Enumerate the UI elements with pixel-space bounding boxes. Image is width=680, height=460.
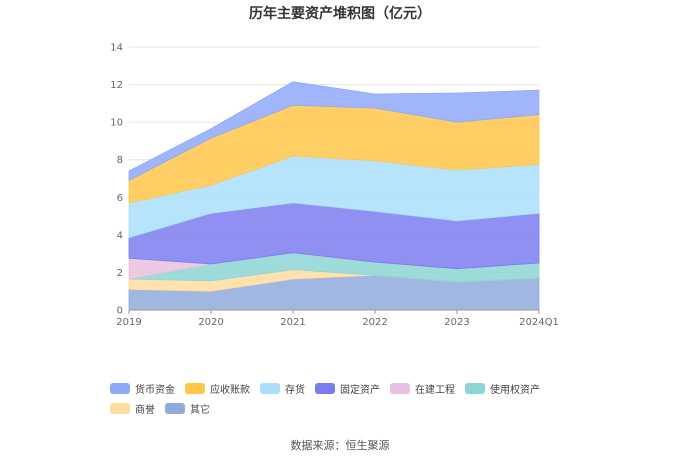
x-tick-label: 2024Q1 xyxy=(519,317,559,328)
legend-item[interactable]: 货币资金 xyxy=(110,378,175,398)
x-tick-label: 2020 xyxy=(198,317,223,328)
legend-label: 货币资金 xyxy=(135,384,175,396)
y-tick-label: 4 xyxy=(117,230,123,241)
chart-title: 历年主要资产堆积图（亿元） xyxy=(249,6,431,22)
legend-label: 固定资产 xyxy=(340,384,380,396)
axis-layer: 0 2 4 6 8 10 12 14 2019 2020 2021 2022 2023 2024Q1 xyxy=(110,43,559,329)
y-tick-label: 8 xyxy=(117,155,123,166)
y-tick-label: 14 xyxy=(110,43,123,54)
area-货币资金 xyxy=(128,81,540,182)
y-tick-label: 0 xyxy=(117,306,123,317)
legend-label: 商誉 xyxy=(135,404,155,416)
legend-swatch xyxy=(390,382,410,394)
area-layer xyxy=(128,81,540,311)
legend-item[interactable]: 在建工程 xyxy=(390,378,455,398)
data-source-note: 数据来源：恒生聚源 xyxy=(290,439,390,452)
legend-item[interactable]: 固定资产 xyxy=(315,378,380,398)
legend-label: 应收账款 xyxy=(210,384,250,396)
y-tick-label: 2 xyxy=(117,268,123,279)
legend-label: 使用权资产 xyxy=(490,384,540,396)
legend-label: 其它 xyxy=(190,404,210,416)
legend-label: 存货 xyxy=(285,384,305,396)
x-tick-label: 2019 xyxy=(116,317,141,328)
legend-label: 在建工程 xyxy=(415,384,455,396)
legend-item[interactable]: 使用权资产 xyxy=(465,378,540,398)
legend-item[interactable]: 商誉 xyxy=(110,398,155,418)
legend-item[interactable]: 存货 xyxy=(260,378,305,398)
legend-swatch xyxy=(165,402,185,414)
y-tick-label: 6 xyxy=(117,193,123,204)
x-tick-label: 2023 xyxy=(444,317,469,328)
legend-swatch xyxy=(465,382,485,394)
legend: 货币资金 应收账款 存货 固定资产 在建工程 使用权资产商誉 其它 xyxy=(110,378,590,418)
legend-swatch xyxy=(315,382,335,394)
legend-swatch xyxy=(260,382,280,394)
legend-swatch xyxy=(110,382,130,394)
legend-item[interactable]: 其它 xyxy=(165,398,210,418)
y-tick-label: 10 xyxy=(110,118,123,129)
x-tick-label: 2021 xyxy=(280,317,305,328)
x-tick-label: 2022 xyxy=(362,317,387,328)
y-tick-label: 12 xyxy=(110,80,123,91)
legend-item[interactable]: 应收账款 xyxy=(185,378,250,398)
legend-swatch xyxy=(185,382,205,394)
legend-swatch xyxy=(110,402,130,414)
